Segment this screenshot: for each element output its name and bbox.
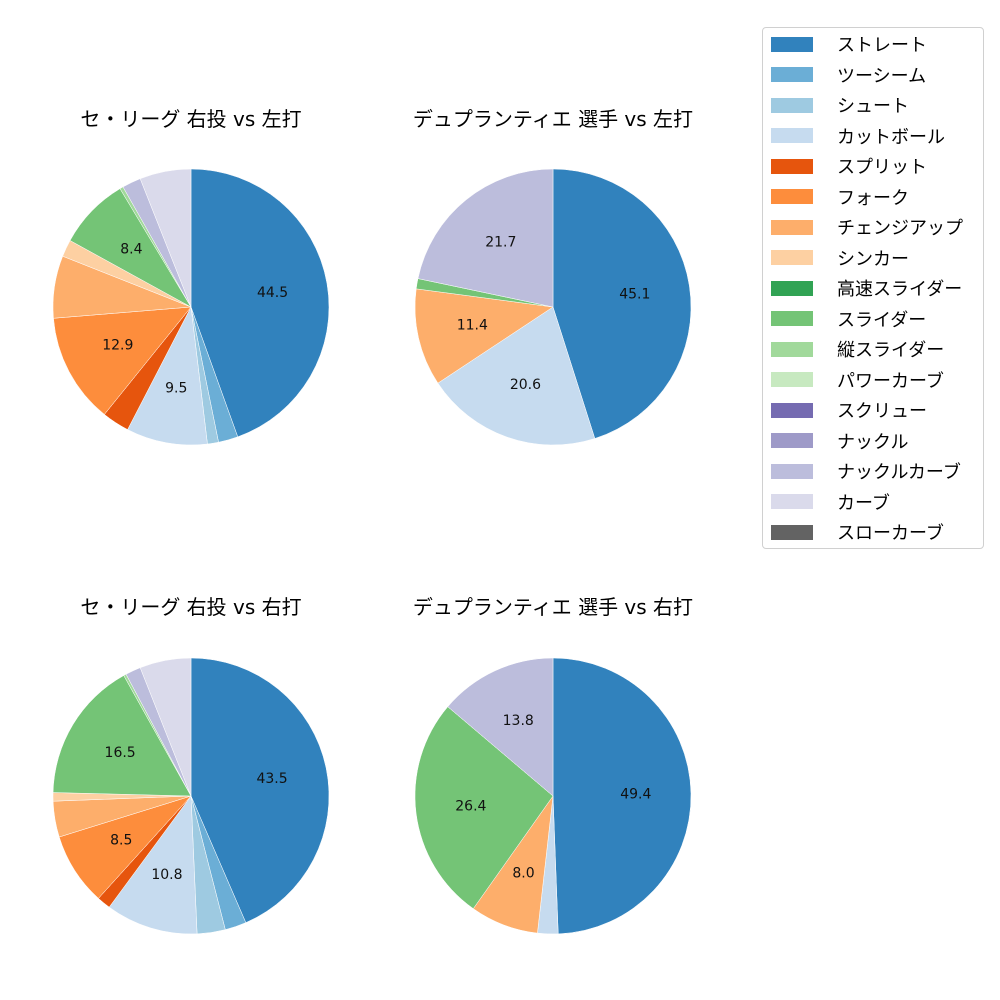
pie-slice <box>414 706 554 910</box>
legend-label: 高速スライダー <box>837 279 963 300</box>
legend-label: スライダー <box>837 309 927 331</box>
legend-label: スプリット <box>837 157 927 178</box>
legend-item: ストレート <box>771 33 927 56</box>
legend-swatch <box>771 280 813 296</box>
legend-item: ツーシーム <box>771 64 927 87</box>
slice-label: 20.6 <box>510 377 541 393</box>
legend-label: ナックルカーブ <box>837 462 961 483</box>
legend-swatch <box>771 433 813 448</box>
slice-label: 44.5 <box>257 285 288 301</box>
legend-label: チェンジアップ <box>837 218 963 239</box>
legend-swatch <box>771 524 813 540</box>
pie-slice <box>53 306 192 415</box>
pie-slice <box>417 168 554 308</box>
slice-label: 43.5 <box>256 771 287 787</box>
legend-label: フォーク <box>837 187 909 209</box>
legend-item: シンカー <box>771 247 909 270</box>
legend-label: ツーシーム <box>837 65 927 87</box>
legend-swatch <box>771 341 813 357</box>
legend-label: カットボール <box>837 126 945 148</box>
legend-swatch <box>771 494 813 509</box>
pie-slice <box>108 795 198 935</box>
legend-swatch <box>771 463 813 479</box>
slice-label: 10.8 <box>151 867 182 883</box>
pie-slice <box>437 306 596 446</box>
slice-label: 8.4 <box>120 242 142 258</box>
legend-swatch <box>771 372 813 387</box>
chart-title: セ・リーグ 右投 vs 左打 <box>80 107 302 131</box>
legend-item: カットボール <box>771 125 945 148</box>
legend-swatch <box>771 36 813 52</box>
legend-swatch <box>771 67 813 82</box>
legend-swatch <box>771 189 813 204</box>
legend-label: パワーカーブ <box>837 370 944 392</box>
legend-label: カーブ <box>837 492 890 514</box>
pie-slice <box>139 168 192 308</box>
slice-label: 8.0 <box>512 865 534 881</box>
chart-title: デュプランティエ 選手 vs 左打 <box>412 107 694 131</box>
legend-swatch <box>771 250 813 265</box>
pie-slice <box>552 657 692 935</box>
pie-slice <box>414 288 554 384</box>
legend-label: 縦スライダー <box>837 340 945 361</box>
legend-item: ナックル <box>771 430 909 453</box>
slice-label: 16.5 <box>105 745 136 761</box>
slice-label: 13.8 <box>503 713 534 729</box>
legend-swatch <box>771 97 813 113</box>
legend-item: スプリット <box>771 155 927 178</box>
legend-item: シュート <box>771 94 909 117</box>
legend-label: スクリュー <box>837 401 927 422</box>
legend-item: パワーカーブ <box>771 369 944 392</box>
legend-item: 縦スライダー <box>771 338 945 361</box>
legend-swatch <box>771 128 813 143</box>
pie-slice <box>447 657 554 797</box>
legend-item: チェンジアップ <box>771 216 963 239</box>
legend-swatch <box>771 402 813 418</box>
slice-label: 8.5 <box>110 833 132 849</box>
slice-label: 26.4 <box>455 798 486 814</box>
legend-item: カーブ <box>771 491 890 514</box>
slice-label: 45.1 <box>619 286 650 302</box>
slice-label: 9.5 <box>165 380 187 396</box>
chart-title: セ・リーグ 右投 vs 右打 <box>80 595 302 619</box>
pie-slice <box>552 168 692 439</box>
pie-slice <box>139 657 192 797</box>
legend-label: ストレート <box>837 35 927 56</box>
legend-item: 高速スライダー <box>771 277 963 300</box>
legend-item: フォーク <box>771 186 909 209</box>
legend-label: ナックル <box>837 431 909 453</box>
legend-swatch <box>771 219 813 235</box>
slice-label: 11.4 <box>457 318 488 334</box>
legend-swatch <box>771 158 813 174</box>
legend-label: スローカーブ <box>837 523 944 544</box>
slice-label: 21.7 <box>485 235 516 251</box>
pie-slice <box>52 675 192 797</box>
legend-label: シンカー <box>837 248 909 270</box>
legend-item: スローカーブ <box>771 521 944 544</box>
slice-label: 49.4 <box>620 786 651 802</box>
legend-swatch <box>771 311 813 326</box>
legend-label: シュート <box>837 96 909 117</box>
pie-slice <box>190 657 330 923</box>
legend-item: スクリュー <box>771 399 927 422</box>
legend-item: ナックルカーブ <box>771 460 961 483</box>
legend-item: スライダー <box>771 308 927 331</box>
legend: ストレートツーシームシュートカットボール スプリットフォークチェンジアップ シンカー… <box>762 27 984 549</box>
chart-title: デュプランティエ 選手 vs 右打 <box>412 595 694 619</box>
pie-slice <box>127 306 208 446</box>
slice-label: 12.9 <box>102 338 133 354</box>
pie-slice <box>190 168 330 438</box>
